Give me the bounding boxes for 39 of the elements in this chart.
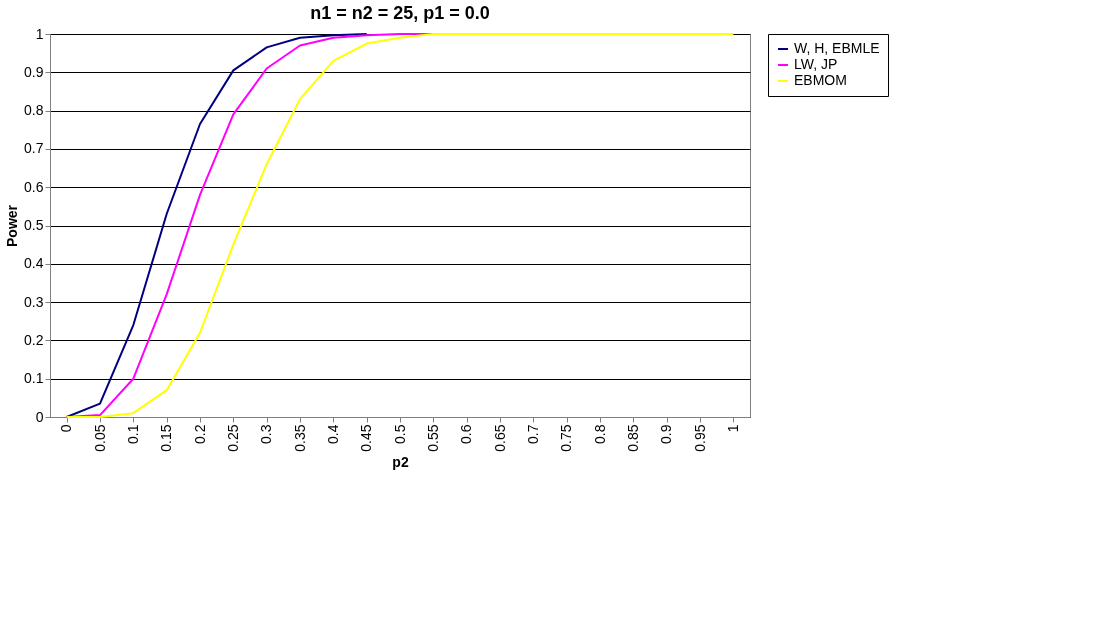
y-tick-label: 0.7 [24,140,44,157]
y-tick-label: 0.1 [24,370,44,387]
y-tick-label: 0.9 [24,63,44,80]
x-axis-title: p2 [392,453,409,470]
y-tick-label: 0.2 [24,331,44,348]
x-tick-label: 0.85 [624,424,641,452]
legend-label: LW, JP [794,56,838,72]
x-tick-label: 0.95 [691,424,708,452]
x-tick-label: 0.4 [324,424,341,444]
x-tick-label: 0.6 [458,424,475,444]
legend-label: EBMOM [794,72,847,88]
x-tick-label: 0.5 [391,424,408,444]
x-tick-label: 0.75 [558,424,575,452]
x-tick-label: 0.65 [491,424,508,452]
x-tick-label: 0.2 [191,424,208,444]
x-tick-label: 1 [724,424,741,433]
y-tick-label: 1 [35,25,44,42]
y-tick-label: 0.4 [24,255,44,272]
x-tick-label: 0.05 [91,424,108,452]
line-series [65,33,368,418]
y-tick-label: 0.3 [24,293,44,310]
y-tick-label: 0.5 [24,217,44,233]
x-tick-label: 0.8 [591,424,608,444]
legend-label: W, H, EBMLE [794,40,880,56]
y-axis-title: Power [4,204,21,248]
y-tick-label: 0.8 [24,102,44,119]
x-tick-label: 0.35 [291,424,308,452]
x-tick-label: 0.9 [658,424,675,444]
x-tick-label: 0.25 [224,424,241,452]
x-tick-label: 0.45 [358,424,375,452]
y-tick-label: 0.6 [24,178,44,195]
line-series [65,33,735,418]
x-tick-label: 0 [58,424,75,433]
x-tick-label: 0.3 [258,424,275,444]
x-tick-label: 0.15 [158,424,175,452]
x-tick-label: 0.7 [524,424,541,444]
x-tick-label: 0.55 [424,424,441,452]
x-tick-label: 0.1 [124,424,141,444]
chart-title: n1 = n2 = 25, p1 = 0.0 [310,3,490,23]
